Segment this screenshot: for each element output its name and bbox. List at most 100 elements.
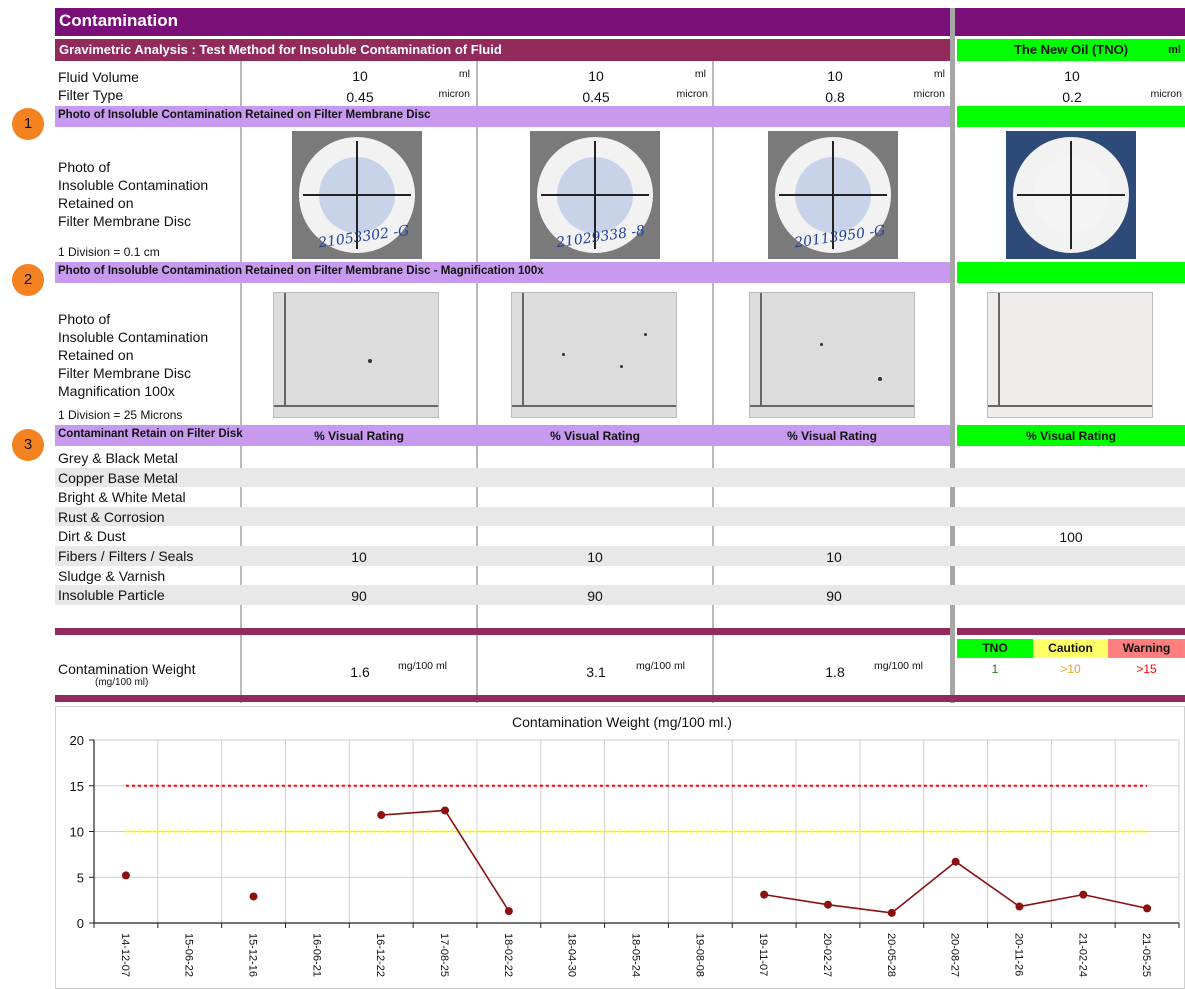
filter-unit: micron [438,88,470,100]
contaminant-rating: 10 [826,549,842,565]
section-3-marker: 3 [12,429,44,461]
y-tick-label: 15 [70,779,84,794]
series-segment [891,861,957,914]
section-title: Contamination [59,11,178,30]
filter-disc-photo: 21053302 -G [292,131,422,259]
data-point [441,806,450,815]
x-tick-label: 18-05-24 [630,933,642,977]
tno-filter-unit: micron [1150,88,1182,100]
s2-desc-line: Filter Membrane Disc [58,365,192,381]
tno-contaminant-rating: 100 [1059,529,1083,546]
contaminant-rating: 90 [351,588,367,605]
column-separator [476,61,478,703]
series-segment [955,861,1020,908]
contaminant-name: Copper Base Metal [58,469,178,486]
chart-x-ticks: 14-12-07 15-06-22 15-12-16 16-06-21 16-12-22… [119,933,1152,977]
s2-desc-line: Insoluble Contamination [58,329,209,345]
fluid-volume-value: 10 [352,68,368,84]
s2-desc-line: Retained on [58,347,134,363]
row-stripe [55,585,1185,605]
chart-thresholds [125,784,1148,833]
chart-series [121,806,1152,917]
fluid-volume-value: 10 [588,68,604,84]
s1-note: 1 Division = 0.1 cm [58,245,160,259]
magnified-filter-photo [273,292,439,418]
row-stripe [55,546,1185,566]
data-point [1015,902,1024,911]
x-tick-label: 15-12-16 [247,933,259,977]
x-tick-label: 21-02-24 [1076,933,1088,977]
contaminant-name: Sludge & Varnish [58,567,166,584]
section-3-tno-bar: % Visual Rating [957,425,1185,446]
series-segment [1083,893,1148,910]
fluid-volume-unit: ml [694,68,706,80]
contaminant-rating: 10 [351,549,367,565]
x-tick-label: 14-12-07 [119,933,131,977]
row-stripe [55,506,1185,527]
s2-desc-line: Magnification 100x [58,383,175,399]
weight-unit: mg/100 ml [874,660,924,672]
filter-value: 0.45 [582,89,610,105]
data-point [1079,890,1088,899]
series-segment [827,903,892,914]
weight-sublabel: (mg/100 ml) [95,677,149,688]
contaminant-name: Bright & White Metal [58,489,186,506]
section-2-tno-bar [957,262,1185,283]
tno-filter-value: 0.2 [1062,89,1082,105]
weight-label: Contamination Weight [58,661,196,677]
section-1-bar: Photo of Insoluble Contamination Retaine… [55,106,950,127]
y-tick-label: 5 [77,870,84,885]
legend-tno-value: 1 [991,662,999,676]
data-point [249,892,258,901]
y-tick-label: 20 [70,733,84,748]
legend-warning-value: >15 [1136,662,1157,676]
weight-bottom-bar [55,695,1185,702]
section-1-tno-bar [957,106,1185,127]
series-segment [381,809,446,816]
rating-header: % Visual Rating [550,429,640,443]
s2-note: 1 Division = 25 Microns [58,408,183,422]
section-3-bar: Contaminant Retain on Filter Disk [55,425,950,446]
data-point [121,871,130,880]
s1-desc-line: Insoluble Contamination [58,177,209,193]
weight-value: 3.1 [586,664,606,680]
tno-column-separator [950,8,955,703]
x-tick-label: 20-05-28 [885,933,897,977]
magnified-filter-photo [511,292,677,418]
rating-header: % Visual Rating [1026,429,1116,443]
rating-header: % Visual Rating [787,429,877,443]
s1-desc-line: Photo of [58,159,111,175]
data-point [377,811,386,820]
weight-top-bar [957,628,1185,635]
weight-unit: mg/100 ml [398,660,448,672]
x-tick-label: 19-11-07 [757,933,769,976]
contaminant-rating: 10 [587,549,603,565]
series-segment [1019,893,1084,908]
data-point [887,908,896,917]
filter-unit: micron [913,88,945,100]
y-tick-label: 10 [70,825,84,840]
chart-title: Contamination Weight (mg/100 ml.) [512,714,732,730]
section-2-label: Photo of Insoluble Contamination Retaine… [58,265,544,277]
weight-value: 1.8 [825,664,845,680]
column-separator [240,61,242,703]
tno-filter-disc-photo [1006,131,1136,259]
series-segment [764,893,829,906]
contamination-weight-chart: Contamination Weight (mg/100 ml.) 0 5 10 15… [55,706,1185,989]
x-tick-label: 21-05-25 [1140,933,1152,977]
x-tick-label: 18-04-30 [566,933,578,977]
section-2-marker: 2 [12,264,44,296]
y-tick-label: 0 [77,916,84,931]
filter-unit: micron [676,88,708,100]
contaminant-name: Dirt & Dust [58,528,126,545]
tno-magnified-filter-photo [987,292,1153,418]
s2-desc-line: Photo of [58,311,111,327]
chart-axes [89,739,1180,928]
data-point [1143,904,1152,913]
tno-fluid-volume-value: 10 [1064,68,1080,84]
filter-value: 0.45 [346,89,374,105]
tno-unit: ml [1168,44,1181,56]
contaminant-name: Insoluble Particle [58,587,165,604]
filter-value: 0.8 [825,89,845,105]
filter-disc-photo: 21029338 -8 [530,131,660,259]
